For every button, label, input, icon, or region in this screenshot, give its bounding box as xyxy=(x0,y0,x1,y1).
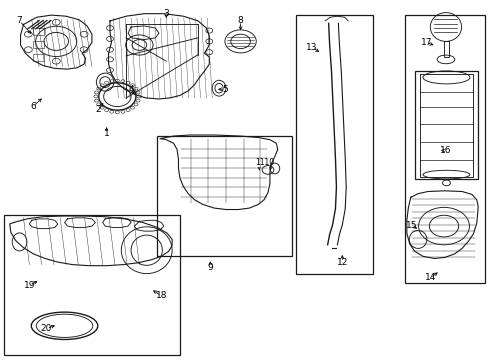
Text: 17: 17 xyxy=(420,38,431,47)
Text: 20: 20 xyxy=(41,324,52,333)
Bar xyxy=(4,215,180,355)
Text: 3: 3 xyxy=(163,9,169,18)
Bar xyxy=(33,28,44,35)
Text: 14: 14 xyxy=(424,274,435,282)
Bar xyxy=(414,71,477,179)
Text: 13: 13 xyxy=(305,43,317,52)
Text: 12: 12 xyxy=(336,258,347,266)
Text: 2: 2 xyxy=(95,105,101,114)
Text: 19: 19 xyxy=(23,281,35,289)
Text: 18: 18 xyxy=(155,292,167,300)
Bar xyxy=(33,41,44,48)
Text: 15: 15 xyxy=(405,220,417,230)
Text: 16: 16 xyxy=(439,146,451,155)
Bar xyxy=(295,15,372,274)
Text: 8: 8 xyxy=(237,16,243,25)
Bar xyxy=(404,15,484,283)
Text: 1: 1 xyxy=(103,129,109,138)
Bar xyxy=(157,136,292,256)
Text: 1110: 1110 xyxy=(255,158,274,167)
Text: 9: 9 xyxy=(207,263,213,271)
Text: 6: 6 xyxy=(30,102,36,111)
Bar xyxy=(33,54,44,61)
Text: 7: 7 xyxy=(17,16,22,25)
Text: 4: 4 xyxy=(128,85,134,94)
Text: 5: 5 xyxy=(222,85,227,94)
